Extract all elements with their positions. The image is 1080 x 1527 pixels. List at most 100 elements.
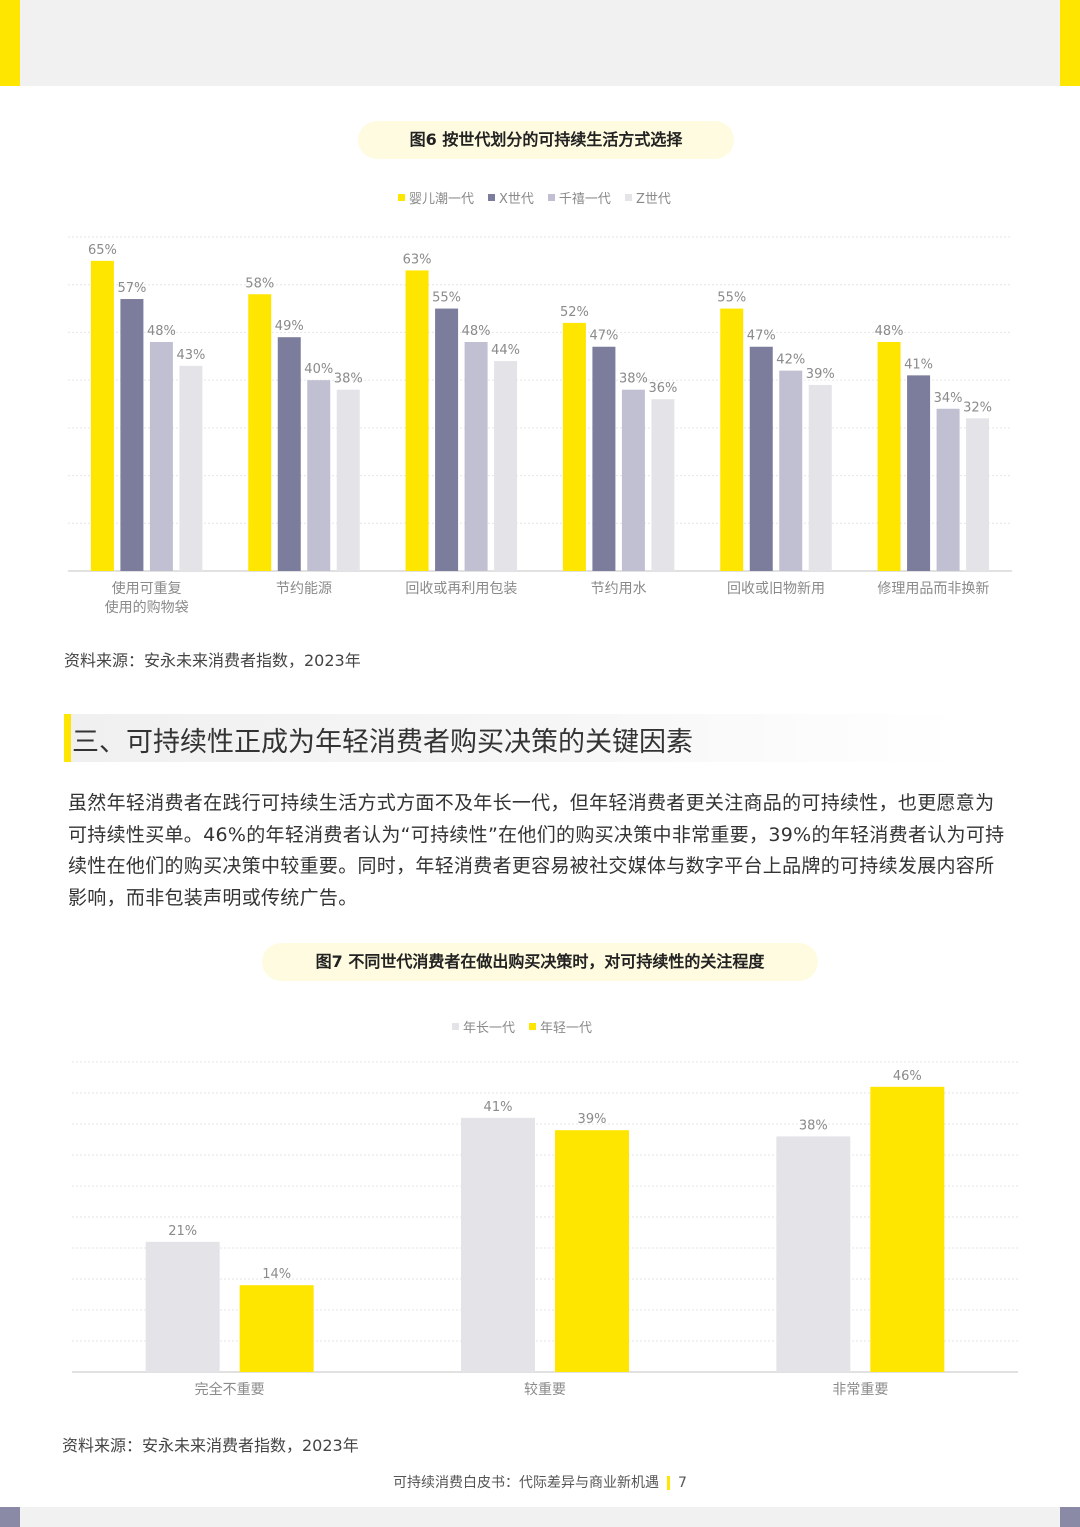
figure7-data-label: 14% (262, 1267, 291, 1282)
section-paragraph: 虽然年轻消费者在践行可持续生活方式方面不及年长一代，但年轻消费者更关注商品的可持… (68, 792, 1005, 909)
top-band (20, 0, 1060, 86)
figure6-data-label: 32% (963, 400, 992, 415)
figure7-data-label: 46% (893, 1069, 922, 1084)
figure6-category-label: 节约用水 (591, 581, 647, 597)
figure6-data-label: 34% (934, 391, 963, 406)
figure6-bar (562, 322, 586, 571)
top-left-accent (0, 0, 20, 86)
bottom-left-accent (0, 1507, 20, 1527)
figure6-bar (149, 341, 173, 571)
figure6-data-label: 48% (462, 324, 491, 339)
figure6-bar (907, 375, 931, 571)
figure7-bar (145, 1241, 220, 1372)
figure6-data-label: 47% (589, 329, 618, 344)
figure6-data-label: 40% (304, 362, 333, 377)
figure6-data-label: 38% (334, 372, 363, 387)
figure7-bar (776, 1136, 851, 1372)
figure7-legend-item: 年长一代 (452, 1017, 515, 1036)
figure6-bar (179, 365, 203, 571)
figure6-bar (464, 341, 488, 571)
figure7-legend-label: 年轻一代 (540, 1021, 593, 1036)
figure7-legend: 年长一代 年轻一代 (452, 1017, 592, 1036)
figure6-data-label: 41% (904, 357, 933, 372)
figure6-category-label: 修理用品而非换新 (877, 580, 989, 597)
figure6-bar (651, 399, 675, 571)
figure6-bar (877, 341, 901, 571)
figure6-title: 图6 按世代划分的可持续生活方式选择 (358, 121, 734, 159)
figure6-category-label: 回收或再利用包装 (405, 581, 517, 597)
figure6-data-label: 52% (560, 305, 589, 320)
figure6-legend-label: 千禧一代 (558, 192, 611, 207)
figure7-data-label: 21% (168, 1224, 197, 1239)
figure6-bar (248, 294, 272, 571)
figure7-legend-label: 年长一代 (463, 1021, 516, 1036)
figure7-category-label: 完全不重要 (195, 1381, 265, 1398)
figure6-data-label: 48% (147, 324, 176, 339)
figure6-bar (90, 260, 114, 571)
footer-divider (667, 1476, 671, 1490)
figure7-data-label: 41% (484, 1100, 513, 1115)
section-heading-bar (64, 714, 71, 762)
figure6-data-label: 44% (491, 343, 520, 358)
figure6-data-label: 43% (176, 348, 205, 363)
figure7-title: 图7 不同世代消费者在做出购买决策时，对可持续性的关注程度 (262, 943, 818, 981)
figure7-bar (461, 1117, 535, 1372)
figure6-legend-swatch (488, 194, 496, 201)
figure6-legend-label: X世代 (499, 192, 534, 207)
figure7-data-label: 39% (578, 1112, 607, 1127)
figure6-bar (336, 389, 360, 571)
figure6-bar (277, 337, 301, 571)
figure6-chart: 65%57%48%43%使用可重复使用的购物袋58%49%40%38%节约能源6… (68, 236, 1012, 616)
figure6-bar (307, 380, 331, 571)
top-right-accent (1060, 0, 1080, 86)
figure6-data-label: 49% (275, 319, 304, 334)
figure6-bar (966, 418, 990, 571)
figure6-data-label: 48% (875, 324, 904, 339)
figure6-bar (592, 346, 616, 571)
figure6-source: 资料来源：安永未来消费者指数，2023年 (64, 651, 361, 670)
figure7-category-label: 较重要 (524, 1382, 566, 1398)
footer-title: 可持续消费白皮书：代际差异与商业新机遇 (393, 1475, 660, 1491)
bottom-band (20, 1507, 1060, 1527)
figure6-data-label: 42% (776, 353, 805, 368)
figure6-legend-swatch (547, 194, 555, 201)
figure6-category-label: 使用的购物袋 (105, 599, 189, 616)
figure6-legend: 婴儿潮一代 X世代 千禧一代 Z世代 (398, 188, 671, 207)
figure6-bar (779, 370, 803, 571)
figure7-bar (555, 1130, 629, 1372)
figure6-bar (120, 299, 144, 571)
figure6-legend-item: 千禧一代 (547, 188, 611, 207)
section-heading: 三、可持续性正成为年轻消费者购买决策的关键因素 (64, 714, 960, 762)
figure6-legend-label: 婴儿潮一代 (409, 192, 475, 207)
figure6-bar (808, 384, 832, 571)
figure6-legend-swatch (398, 194, 405, 201)
figure6-data-label: 36% (648, 381, 677, 396)
figure6-bar (936, 408, 960, 571)
figure6-bar (720, 308, 744, 571)
figure6-data-label: 63% (403, 252, 432, 267)
figure6-bar (494, 361, 518, 571)
figure7-bar (239, 1285, 314, 1372)
figure6-data-label: 65% (88, 243, 117, 258)
figure6-data-label: 58% (245, 276, 274, 291)
bottom-right-accent (1060, 1507, 1080, 1527)
figure6-bar (435, 308, 459, 571)
figure7-category-label: 非常重要 (832, 1382, 888, 1398)
figure7-bar (870, 1086, 945, 1372)
figure6-bar (749, 346, 773, 571)
page-footer: 可持续消费白皮书：代际差异与商业新机遇 7 (0, 1472, 1080, 1492)
section-heading-text: 三、可持续性正成为年轻消费者购买决策的关键因素 (72, 727, 693, 758)
figure7-legend-swatch (529, 1023, 537, 1030)
figure6-data-label: 38% (619, 372, 648, 387)
figure7-source: 资料来源：安永未来消费者指数，2023年 (62, 1436, 359, 1455)
figure6-legend-swatch (624, 194, 632, 201)
figure7-chart: 21% 14% 完全不重要 41% 39% 较重要 38% 46% 非常重要 (72, 1061, 1018, 1398)
figure7-legend-swatch (452, 1023, 459, 1030)
figure6-data-label: 39% (806, 367, 835, 382)
figure6-bar (405, 270, 429, 571)
figure6-legend-item: Z世代 (624, 188, 671, 207)
figure6-data-label: 55% (432, 291, 461, 306)
page-number: 7 (678, 1475, 687, 1491)
figure6-data-label: 55% (717, 291, 746, 306)
figure7-legend-item: 年轻一代 (529, 1017, 592, 1036)
